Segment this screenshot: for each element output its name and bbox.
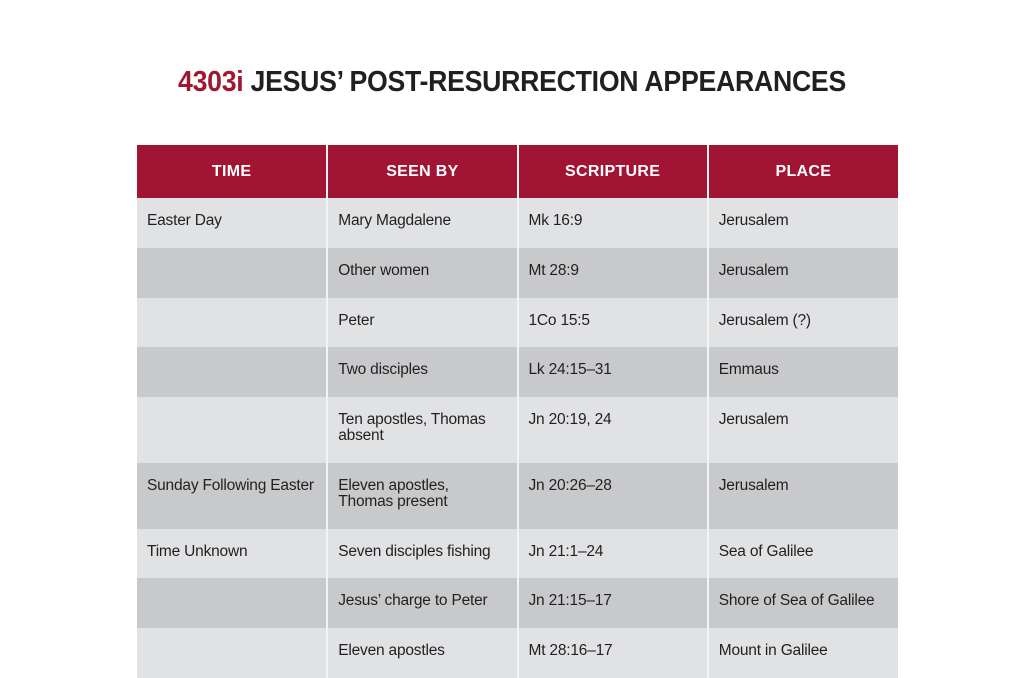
- title-text: JESUS’ POST-RESURRECTION APPEARANCES: [243, 66, 847, 98]
- cell-place: Jerusalem: [707, 248, 898, 298]
- cell-time: Easter Day: [137, 198, 329, 248]
- table-row: Sunday Following Easter Eleven apostles,…: [137, 463, 898, 529]
- title-number: 4303i: [178, 66, 244, 98]
- table-header-row: TIME SEEN BY SCRIPTURE PLACE: [137, 145, 898, 198]
- table-row: Peter 1Co 15:5 Jerusalem (?): [137, 298, 898, 347]
- cell-seen-by: Jesus’ charge to Peter: [327, 578, 519, 628]
- cell-place: Emmaus: [707, 347, 898, 397]
- table-row: Jesus’ charge to Peter Jn 21:15–17 Shore…: [137, 578, 898, 628]
- cell-seen-by: Peter: [327, 298, 519, 347]
- column-header-time: TIME: [137, 145, 329, 198]
- cell-scripture: Jn 21:1–24: [517, 529, 709, 578]
- cell-time: [137, 298, 329, 347]
- cell-seen-by: Eleven apostles: [327, 628, 519, 678]
- cell-scripture: Mt 28:9: [517, 248, 709, 298]
- cell-place: Sea of Galilee: [707, 529, 898, 578]
- column-header-scripture: SCRIPTURE: [517, 145, 709, 198]
- cell-seen-by: Mary Magdalene: [327, 198, 519, 248]
- cell-time: [137, 248, 329, 298]
- cell-scripture: Jn 20:19, 24: [517, 397, 709, 463]
- cell-scripture: 1Co 15:5: [517, 298, 709, 347]
- column-header-place: PLACE: [707, 145, 898, 198]
- cell-seen-by: Ten apostles, Thomas absent: [327, 397, 519, 463]
- table-row: Time Unknown Seven disciples fishing Jn …: [137, 529, 898, 578]
- cell-place: Jerusalem: [707, 198, 898, 248]
- cell-time: [137, 397, 329, 463]
- cell-time: [137, 347, 329, 397]
- page-title: 4303i JESUS’ POST-RESURRECTION APPEARANC…: [41, 66, 983, 99]
- cell-seen-by: Two disciples: [327, 347, 519, 397]
- cell-scripture: Mt 28:16–17: [517, 628, 709, 678]
- cell-time: Time Unknown: [137, 529, 329, 578]
- cell-scripture: Mk 16:9: [517, 198, 709, 248]
- appearances-table: TIME SEEN BY SCRIPTURE PLACE Easter Day …: [137, 145, 898, 678]
- table-row: Eleven apostles Mt 28:16–17 Mount in Gal…: [137, 628, 898, 678]
- cell-place: Jerusalem: [707, 397, 898, 463]
- cell-scripture: Lk 24:15–31: [517, 347, 709, 397]
- cell-seen-by: Other women: [327, 248, 519, 298]
- cell-seen-by: Eleven apostles, Thomas present: [327, 463, 519, 529]
- cell-place: Jerusalem (?): [707, 298, 898, 347]
- table-row: Two disciples Lk 24:15–31 Emmaus: [137, 347, 898, 397]
- cell-scripture: Jn 20:26–28: [517, 463, 709, 529]
- cell-scripture: Jn 21:15–17: [517, 578, 709, 628]
- cell-place: Jerusalem: [707, 463, 898, 529]
- cell-time: Sunday Following Easter: [137, 463, 329, 529]
- cell-place: Shore of Sea of Galilee: [707, 578, 898, 628]
- cell-time: [137, 628, 329, 678]
- table-row: Other women Mt 28:9 Jerusalem: [137, 248, 898, 298]
- table-row: Ten apostles, Thomas absent Jn 20:19, 24…: [137, 397, 898, 463]
- cell-time: [137, 578, 329, 628]
- cell-place: Mount in Galilee: [707, 628, 898, 678]
- column-header-seen-by: SEEN BY: [327, 145, 519, 198]
- cell-seen-by: Seven disciples fishing: [327, 529, 519, 578]
- table-row: Easter Day Mary Magdalene Mk 16:9 Jerusa…: [137, 198, 898, 248]
